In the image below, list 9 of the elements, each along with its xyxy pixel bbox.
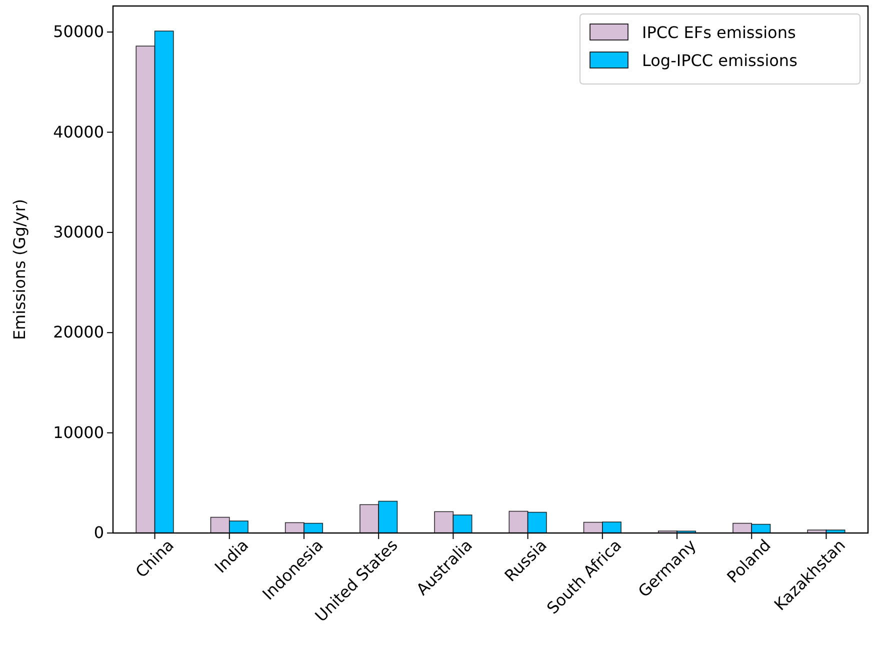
y-axis-title: Emissions (Gg/yr): [10, 198, 29, 340]
legend-label: Log-IPCC emissions: [642, 51, 798, 70]
legend-label: IPCC EFs emissions: [642, 23, 796, 42]
y-tick-label: 20000: [53, 322, 104, 342]
y-tick-label: 0: [94, 523, 104, 542]
y-tick-label: 40000: [53, 122, 104, 142]
y-tick-label: 50000: [53, 22, 104, 42]
y-tick-label: 30000: [53, 222, 104, 242]
y-tick-label: 10000: [53, 422, 104, 442]
